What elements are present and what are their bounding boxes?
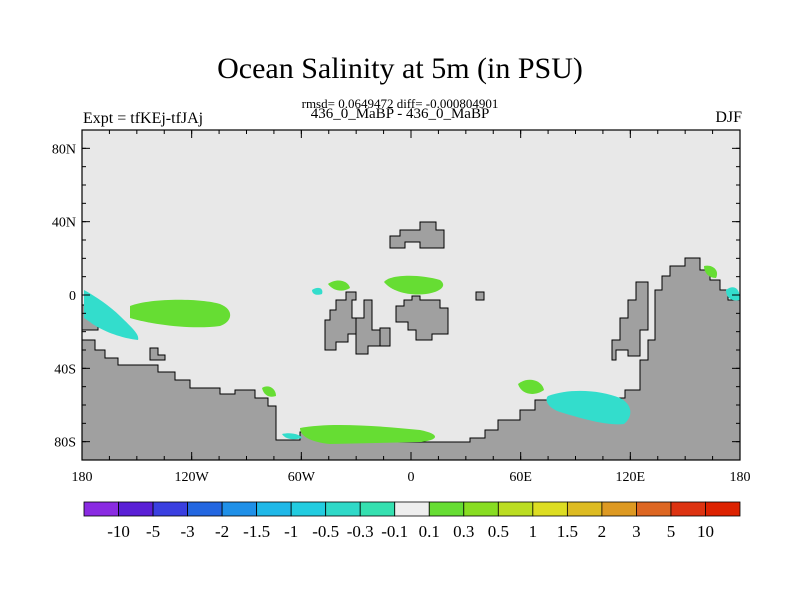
colorbar-swatch: [601, 501, 637, 517]
lat-tick-label: 40S: [54, 362, 76, 377]
colorbar-swatch: [325, 501, 361, 517]
anomaly-green-pacific: [130, 299, 231, 328]
colorbar-label: 10: [697, 522, 714, 541]
colorbar-swatch: [497, 501, 534, 517]
land-north-island: [389, 221, 445, 249]
land-central-c: [395, 295, 449, 341]
anomaly-teal-south-atlantic: [282, 433, 302, 440]
land-central-d: [379, 327, 391, 347]
anomaly-green-east: [704, 265, 718, 278]
colorbar-swatch: [566, 501, 603, 517]
land-east-continent: [611, 281, 649, 361]
tick-layer: 80N 40N 0 40S 80S 180 120W 60W 0 60E 120E 180: [52, 129, 751, 485]
colorbar-swatch: [83, 501, 119, 517]
anomaly-green-north-central: [384, 275, 444, 295]
colorbar-label: -2: [215, 522, 229, 541]
anomaly-teal-east: [726, 287, 740, 301]
colorbar-label: -5: [146, 522, 160, 541]
land-layer: [81, 221, 741, 461]
land-small-140w: [149, 347, 166, 361]
anomaly-teal-indian: [546, 390, 631, 425]
colorbar-swatch: [152, 501, 188, 517]
colorbar-swatch: [256, 501, 292, 517]
stats-line: rmsd= 0.0649472 diff= -0.000804901: [301, 96, 499, 111]
colorbar-swatch: [705, 501, 741, 517]
land-small-40e: [475, 291, 485, 301]
colorbar-swatch: [428, 501, 465, 517]
colorbar-label: 0.3: [453, 522, 474, 541]
anomaly-layer: [84, 265, 740, 444]
lon-tick-label: 60E: [509, 470, 532, 485]
colorbar-label: -0.3: [347, 522, 374, 541]
colorbar-swatch: [221, 501, 258, 517]
colorbar-label: -10: [107, 522, 130, 541]
colorbar-swatch: [394, 501, 430, 517]
colorbar: -10 -5 -3 -2 -1.5 -1 -0.5 -0.3 -0.1 0.1 0.3 0.5 1 1.5…: [83, 501, 741, 541]
colorbar-label: 1: [529, 522, 538, 541]
colorbar-label: -0.1: [381, 522, 408, 541]
colorbar-label: -3: [180, 522, 194, 541]
lat-tick-label: 80S: [54, 436, 76, 451]
land-antarctica: [81, 257, 741, 461]
lon-tick-label: 0: [408, 470, 415, 485]
colorbar-swatch: [532, 501, 568, 517]
lat-tick-label: 40N: [52, 216, 76, 231]
colorbar-label: 5: [667, 522, 676, 541]
lat-tick-label: 0: [69, 289, 76, 304]
colorbar-swatch: [118, 501, 154, 517]
colorbar-swatch: [187, 501, 223, 517]
lon-tick-label: 60W: [288, 470, 316, 485]
land-central-a: [324, 291, 357, 351]
colorbar-label: -1: [284, 522, 298, 541]
colorbar-label: -1.5: [243, 522, 270, 541]
colorbar-label: 2: [598, 522, 607, 541]
colorbar-swatch: [636, 501, 672, 517]
colorbar-label: 3: [632, 522, 641, 541]
colorbar-label: -0.5: [312, 522, 339, 541]
anomaly-green-indian: [518, 379, 544, 394]
colorbar-label: 0.5: [488, 522, 509, 541]
colorbar-swatch: [463, 501, 499, 517]
comparison-line: 436_0_MaBP - 436_0_MaBP: [310, 106, 490, 122]
experiment-label: Expt = tfKEj-tfJAj: [83, 110, 204, 127]
lon-tick-label: 120W: [175, 470, 210, 485]
anomaly-teal-west: [84, 290, 139, 340]
colorbar-label: 0.1: [419, 522, 440, 541]
anomaly-green-south-west: [262, 386, 276, 397]
anomaly-green-central: [328, 280, 350, 291]
lat-tick-label: 80N: [52, 142, 76, 157]
lon-tick-label: 180: [730, 470, 751, 485]
chart-title: Ocean Salinity at 5m (in PSU): [217, 52, 583, 85]
anomaly-green-south-atlantic: [300, 424, 435, 444]
season-label: DJF: [715, 109, 742, 126]
colorbar-swatch: [670, 501, 706, 517]
colorbar-swatch: [359, 501, 396, 517]
lon-tick-label: 180: [72, 470, 93, 485]
colorbar-swatch: [290, 501, 327, 517]
colorbar-label: 1.5: [557, 522, 578, 541]
anomaly-teal-central: [312, 287, 323, 295]
lon-tick-label: 120E: [616, 470, 646, 485]
